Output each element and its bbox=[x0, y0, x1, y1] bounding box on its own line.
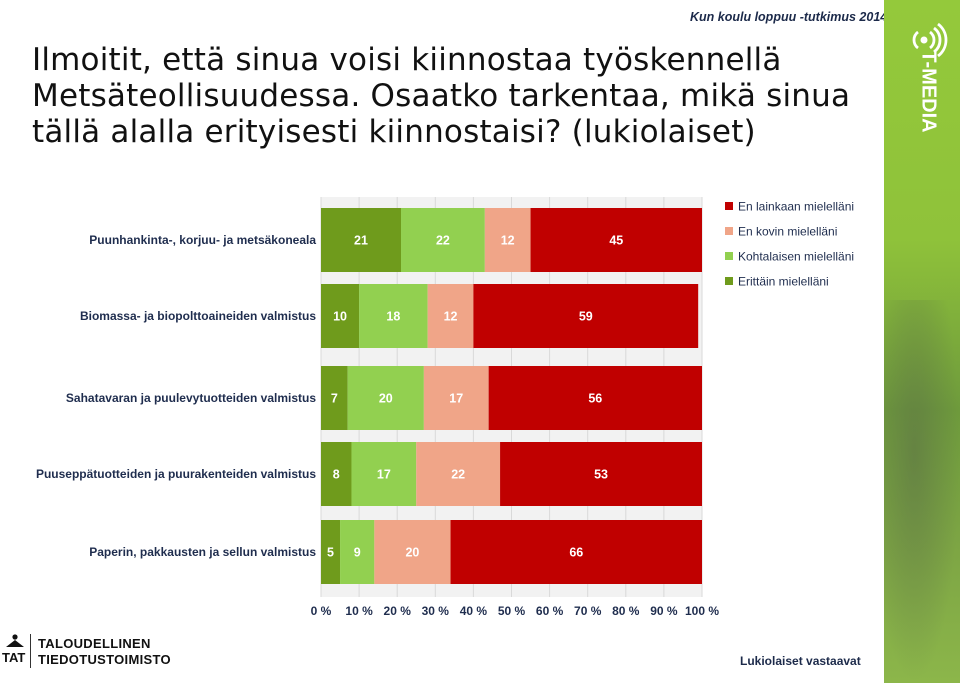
data-label: 17 bbox=[449, 392, 463, 406]
bar-segment bbox=[530, 208, 702, 272]
bar-segment bbox=[500, 442, 702, 506]
bar-segment bbox=[374, 520, 451, 584]
x-tick-label: 60 % bbox=[536, 604, 564, 618]
survey-tag: Kun koulu loppuu -tutkimus 2014 bbox=[690, 10, 888, 24]
legend-swatch bbox=[725, 202, 733, 210]
legend-swatch bbox=[725, 227, 733, 235]
signal-waves-icon bbox=[912, 22, 948, 58]
data-label: 20 bbox=[405, 546, 419, 560]
data-label: 9 bbox=[354, 546, 361, 560]
bar-segment bbox=[321, 284, 360, 348]
bar-segment bbox=[347, 366, 424, 430]
bar-segment bbox=[359, 284, 428, 348]
bar-segment bbox=[423, 366, 489, 430]
data-label: 5 bbox=[327, 546, 334, 560]
bar-segment bbox=[340, 520, 375, 584]
title-line-3: tällä alalla erityisesti kiinnostaisi? (… bbox=[32, 114, 756, 150]
sidebar-photo-overlay bbox=[884, 300, 960, 683]
bar-segment bbox=[488, 366, 702, 430]
x-tick-label: 20 % bbox=[384, 604, 412, 618]
bar-segment bbox=[416, 442, 501, 506]
x-tick-label: 50 % bbox=[498, 604, 526, 618]
data-label: 59 bbox=[579, 310, 593, 324]
data-label: 56 bbox=[588, 392, 602, 406]
bar-segment bbox=[450, 520, 702, 584]
bar-segment bbox=[321, 520, 341, 584]
t-media-logo: T-MEDIA bbox=[906, 22, 950, 142]
x-tick-label: 70 % bbox=[574, 604, 602, 618]
legend-label: En kovin mielelläni bbox=[738, 225, 837, 239]
data-label: 45 bbox=[609, 234, 623, 248]
bar-segment bbox=[473, 284, 699, 348]
tat-divider bbox=[30, 634, 31, 668]
legend-swatch bbox=[725, 252, 733, 260]
tat-name-line-1: TALOUDELLINEN bbox=[38, 636, 151, 651]
bar-segment bbox=[321, 208, 402, 272]
x-tick-label: 90 % bbox=[650, 604, 678, 618]
legend-swatch bbox=[725, 277, 733, 285]
x-tick-label: 0 % bbox=[311, 604, 332, 618]
bar-segment bbox=[321, 366, 348, 430]
data-label: 18 bbox=[386, 310, 400, 324]
data-label: 53 bbox=[594, 468, 608, 482]
category-label: Paperin, pakkausten ja sellun valmistus bbox=[89, 545, 316, 559]
x-tick-label: 10 % bbox=[345, 604, 373, 618]
x-tick-label: 80 % bbox=[612, 604, 640, 618]
bar-segment bbox=[401, 208, 485, 272]
x-tick-label: 30 % bbox=[422, 604, 450, 618]
legend-label: Kohtalaisen mielelläni bbox=[738, 250, 854, 264]
page-title: Ilmoitit, että sinua voisi kiinnostaa ty… bbox=[32, 42, 862, 150]
data-label: 20 bbox=[379, 392, 393, 406]
legend-label: Erittäin mielelläni bbox=[738, 275, 829, 289]
x-tick-label: 100 % bbox=[685, 604, 719, 618]
bar-segment bbox=[351, 442, 417, 506]
data-label: 10 bbox=[333, 310, 347, 324]
category-label: Sahatavaran ja puulevytuotteiden valmist… bbox=[66, 391, 316, 405]
data-label: 22 bbox=[436, 234, 450, 248]
category-label: Puuseppätuotteiden ja puurakenteiden val… bbox=[36, 467, 316, 481]
title-line-1: Ilmoitit, että sinua voisi kiinnostaa ty… bbox=[32, 42, 782, 78]
data-label: 66 bbox=[569, 546, 583, 560]
category-label: Biomassa- ja biopolttoaineiden valmistus bbox=[80, 309, 316, 323]
tat-name-line-2: TIEDOTUSTOIMISTO bbox=[38, 652, 171, 667]
data-label: 22 bbox=[451, 468, 465, 482]
brand-sidebar bbox=[884, 0, 960, 683]
data-label: 12 bbox=[501, 234, 515, 248]
x-tick-label: 40 % bbox=[460, 604, 488, 618]
legend-label: En lainkaan mielelläni bbox=[738, 200, 854, 214]
data-label: 8 bbox=[333, 468, 340, 482]
data-label: 7 bbox=[331, 392, 338, 406]
bar-segment bbox=[484, 208, 531, 272]
title-line-2: Metsäteollisuudessa. Osaatko tarkentaa, … bbox=[32, 78, 851, 114]
tat-person-icon bbox=[6, 634, 24, 647]
bar-segment bbox=[427, 284, 474, 348]
data-label: 21 bbox=[354, 234, 368, 248]
category-label: Puunhankinta-, korjuu- ja metsäkoneala bbox=[89, 233, 316, 247]
tat-logo-short: TAT bbox=[2, 650, 26, 665]
data-label: 17 bbox=[377, 468, 391, 482]
bar-segment bbox=[321, 442, 352, 506]
respondent-tag: Lukiolaiset vastaavat bbox=[740, 654, 861, 668]
data-label: 12 bbox=[444, 310, 458, 324]
